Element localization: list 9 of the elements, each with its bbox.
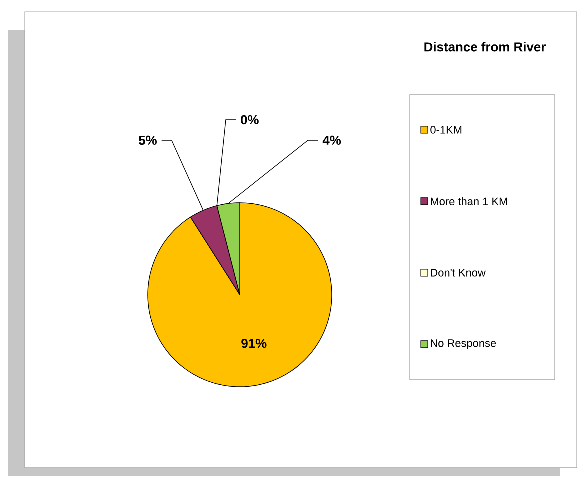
legend-label: No Response: [431, 340, 496, 350]
text: 0%: [241, 115, 259, 125]
legend-label: 0-1KM: [430, 126, 462, 134]
legend-label: More than 1 KM: [431, 197, 508, 206]
data-label: 5%: [139, 136, 157, 146]
data-label: 91%: [242, 338, 267, 348]
data-label: 4%: [322, 136, 342, 146]
chart-title: Distance from River: [424, 42, 546, 52]
legend-label: Don't Know: [431, 269, 486, 277]
